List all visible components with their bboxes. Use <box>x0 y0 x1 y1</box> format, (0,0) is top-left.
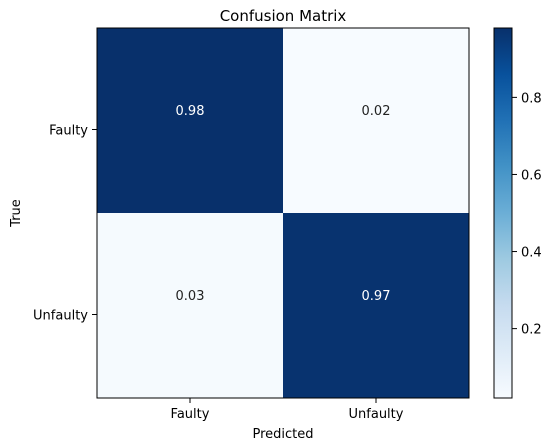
plot-frame <box>96 27 470 399</box>
x-axis-label: Predicted <box>252 427 313 442</box>
heatmap-cell-0-0 <box>97 28 283 213</box>
heatmap-cells <box>97 28 469 398</box>
cell-value-label-1-1: 0.97 <box>362 289 391 304</box>
colorbar-tick-label: 0.4 <box>521 246 542 261</box>
y-axis-ticks: Faulty Unfaulty <box>33 124 97 324</box>
colorbar-tick-label: 0.2 <box>521 323 542 338</box>
heatmap-cell-0-1 <box>283 28 469 213</box>
cell-value-label-0-0: 0.98 <box>176 104 205 119</box>
heatmap-cell-labels: 0.98 0.02 0.03 0.97 <box>176 104 391 304</box>
x-tick-label-unfaulty: Unfaulty <box>349 407 404 422</box>
cell-value-label-0-1: 0.02 <box>362 104 391 119</box>
x-tick-label-faulty: Faulty <box>171 407 210 422</box>
y-axis-label: True <box>9 199 24 228</box>
heatmap-cell-1-0 <box>97 213 283 398</box>
colorbar-tick-label: 0.6 <box>521 168 542 183</box>
cell-value-label-1-0: 0.03 <box>176 289 205 304</box>
colorbar <box>493 27 513 399</box>
colorbar-ticks: 0.2 0.4 0.6 0.8 <box>512 91 542 338</box>
y-tick-label-unfaulty: Unfaulty <box>33 309 88 324</box>
colorbar-tick-label: 0.8 <box>521 91 542 106</box>
x-axis-ticks: Faulty Unfaulty <box>171 398 404 422</box>
y-tick-label-faulty: Faulty <box>49 124 88 139</box>
chart-title: Confusion Matrix <box>220 7 347 25</box>
heatmap-cell-1-1 <box>283 213 469 398</box>
